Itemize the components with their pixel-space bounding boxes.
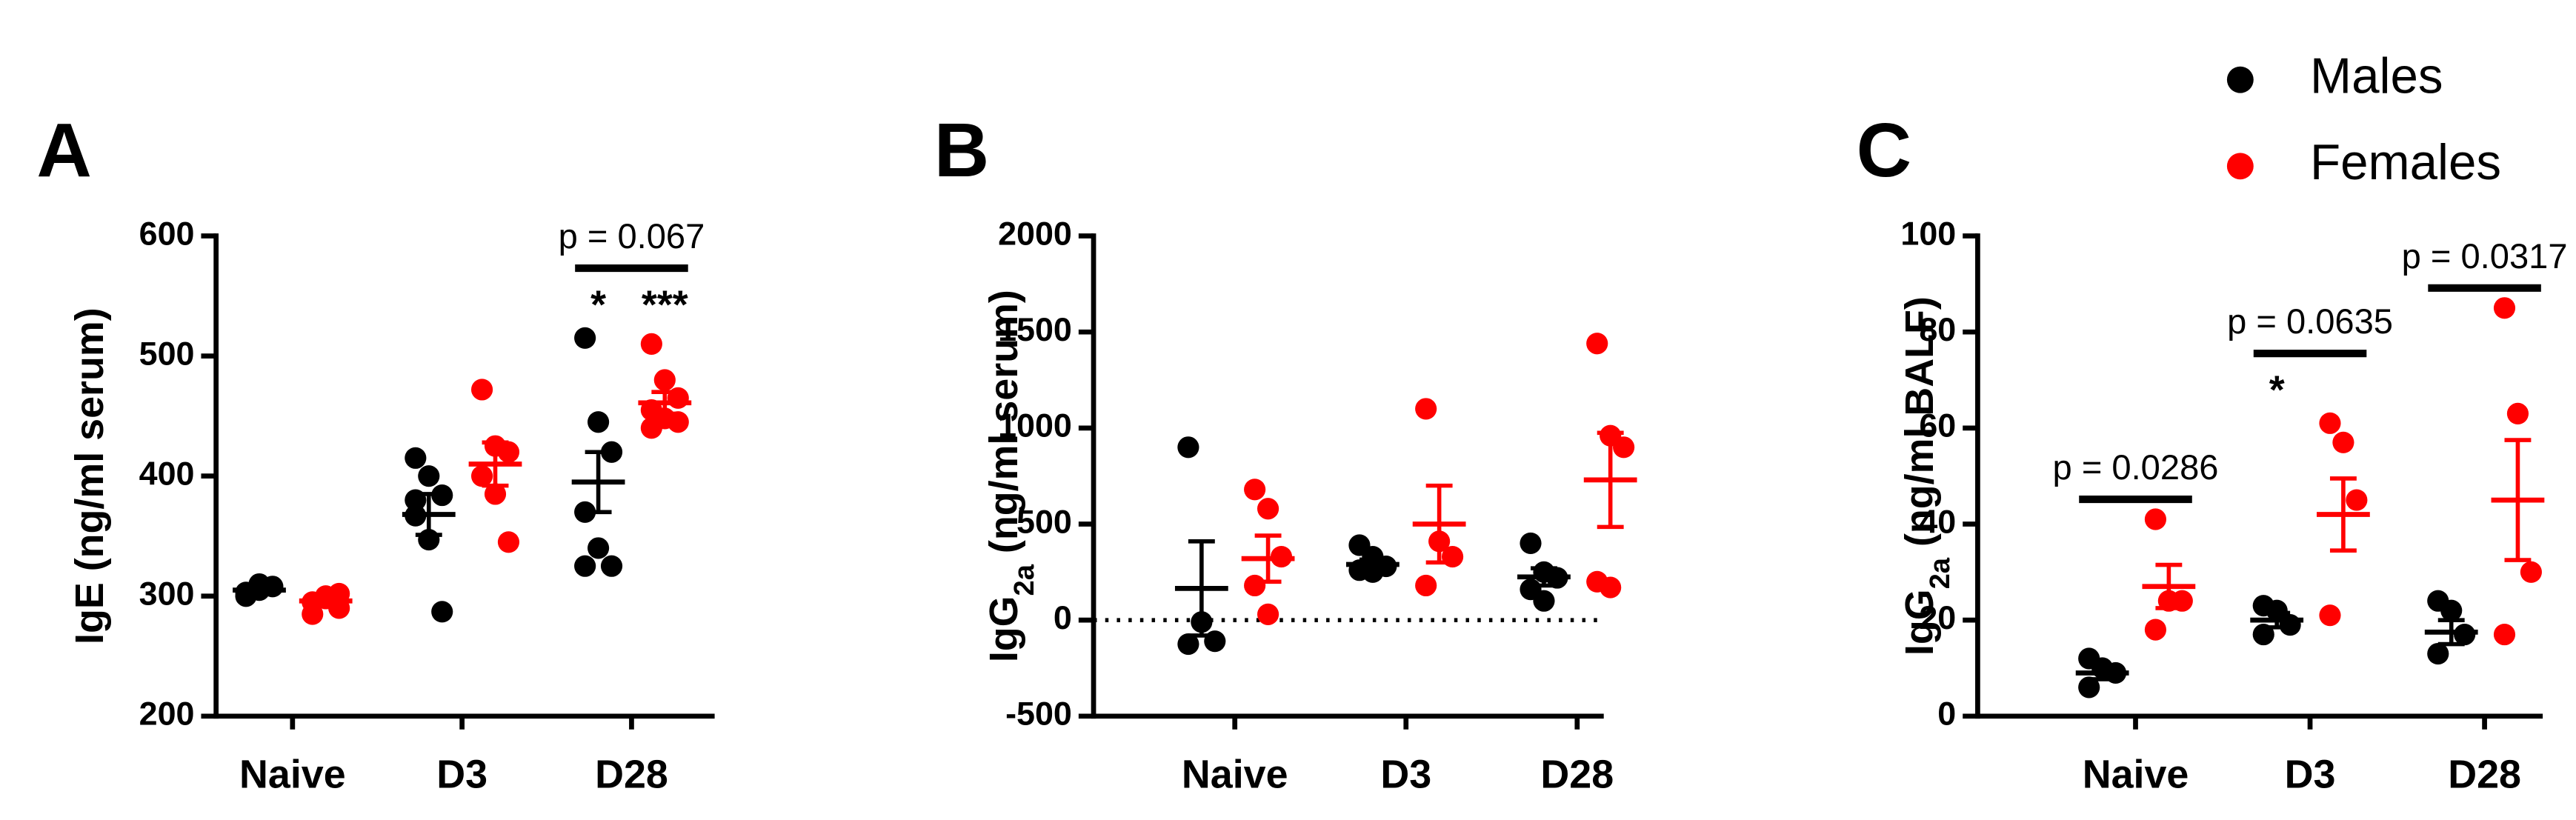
y-axis-label-part: IgE (ng/ml serum): [67, 307, 112, 644]
data-point: [600, 555, 623, 577]
data-point: [1415, 398, 1437, 420]
y-tick-label: 100: [1900, 214, 1956, 252]
data-point: [497, 531, 520, 553]
panel-letter: B: [934, 107, 990, 193]
legend-label: Females: [2310, 135, 2501, 190]
data-point: [1177, 633, 1199, 656]
p-value: p = 0.067: [559, 216, 705, 256]
data-point: [2078, 676, 2100, 699]
data-point: [2440, 599, 2463, 621]
data-point: [653, 369, 676, 391]
data-point: [497, 441, 520, 463]
y-tick-label: 500: [1016, 502, 1072, 540]
data-point: [640, 333, 662, 355]
y-axis-label: IgE (ng/ml serum): [67, 307, 112, 644]
y-tick-label: 20: [1919, 599, 1956, 636]
significance-mark: *: [590, 282, 606, 327]
panel-letter: C: [1857, 107, 1912, 193]
legend-marker: [2226, 66, 2254, 93]
data-point: [302, 603, 324, 625]
x-tick-label: D28: [2448, 752, 2521, 796]
data-point: [574, 327, 596, 349]
data-point: [1415, 574, 1437, 597]
y-axis-label-part: 2a: [1008, 564, 1039, 596]
p-value: p = 0.0635: [2227, 301, 2393, 341]
y-axis-label-part: (ng/ml serum): [982, 290, 1026, 564]
data-point: [574, 555, 596, 577]
data-point: [1613, 436, 1635, 459]
data-point: [588, 411, 610, 433]
panel-letter: A: [36, 107, 92, 193]
y-tick-label: 2000: [998, 214, 1072, 252]
data-point: [1244, 479, 1266, 501]
data-point: [1244, 574, 1266, 597]
y-tick-label: 80: [1919, 310, 1956, 348]
x-tick-label: Naive: [1182, 752, 1288, 796]
y-axis-label-part: IgG: [1897, 589, 1942, 656]
x-tick-label: D3: [2285, 752, 2336, 796]
x-tick-label: D3: [1380, 752, 1431, 796]
y-axis-label: IgG2a (ng/ml serum): [982, 290, 1040, 662]
data-point: [1257, 498, 1279, 520]
data-point: [667, 411, 689, 433]
data-point: [2493, 624, 2516, 646]
data-point: [2493, 297, 2516, 319]
data-point: [2427, 642, 2449, 665]
data-point: [470, 379, 493, 401]
data-point: [2144, 619, 2167, 641]
y-tick-label: 40: [1919, 502, 1956, 540]
y-axis-label: IgG2a (ng/ml BALF): [1897, 296, 1956, 656]
legend-label: Males: [2310, 48, 2443, 104]
data-point: [2319, 412, 2341, 434]
y-tick-label: 400: [139, 455, 195, 493]
y-tick-label: 0: [1937, 695, 1956, 733]
x-tick-label: D28: [1540, 752, 1614, 796]
data-point: [431, 601, 453, 623]
data-point: [2332, 431, 2354, 453]
data-point: [588, 537, 610, 559]
y-axis-label-part: 2a: [1923, 557, 1955, 589]
y-tick-label: 300: [139, 575, 195, 613]
x-tick-label: D28: [595, 752, 668, 796]
y-tick-label: 1500: [998, 310, 1072, 348]
data-point: [1520, 532, 1542, 555]
y-tick-label: 200: [139, 695, 195, 733]
y-tick-label: 60: [1919, 407, 1956, 444]
y-axis-label-part: (ng/ml BALF): [1897, 296, 1942, 558]
data-point: [2520, 561, 2542, 583]
y-tick-label: 600: [139, 214, 195, 252]
significance-mark: *: [2269, 367, 2285, 412]
data-point: [470, 465, 493, 487]
x-tick-label: D3: [436, 752, 487, 796]
data-point: [2346, 489, 2368, 511]
legend-marker: [2226, 153, 2254, 180]
p-value: p = 0.0317: [2402, 236, 2568, 276]
data-point: [2266, 599, 2288, 621]
data-point: [640, 417, 662, 439]
p-value: p = 0.0286: [2053, 447, 2219, 487]
data-point: [1586, 333, 1608, 355]
data-point: [2506, 402, 2529, 424]
data-point: [1600, 576, 1622, 599]
data-point: [1177, 436, 1199, 459]
data-point: [405, 447, 427, 469]
data-point: [2279, 614, 2301, 636]
data-point: [418, 465, 440, 487]
x-tick-label: Naive: [239, 752, 346, 796]
y-tick-label: -500: [1005, 695, 1072, 733]
y-tick-label: 500: [139, 334, 195, 372]
y-tick-label: 1000: [998, 407, 1072, 444]
data-point: [484, 483, 507, 505]
y-axis-label-part: IgG: [982, 596, 1026, 662]
y-tick-label: 0: [1054, 599, 1072, 636]
data-point: [2319, 604, 2341, 627]
data-point: [2144, 508, 2167, 530]
data-point: [1257, 603, 1279, 625]
x-tick-label: Naive: [2083, 752, 2189, 796]
significance-mark: ***: [642, 282, 688, 327]
data-point: [574, 501, 596, 523]
data-point: [1533, 590, 1555, 612]
